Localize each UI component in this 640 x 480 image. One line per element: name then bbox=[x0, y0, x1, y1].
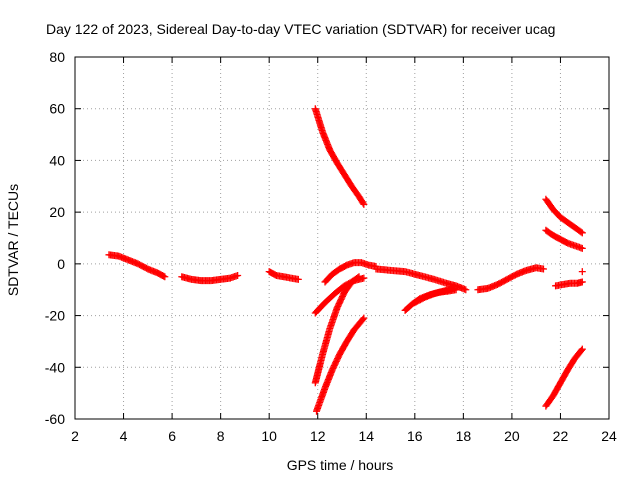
series-arc-8 bbox=[313, 314, 368, 415]
series-arc-7 bbox=[311, 273, 363, 387]
y-tick-label: 20 bbox=[49, 204, 65, 220]
y-tick-label: 0 bbox=[57, 256, 65, 272]
x-tick-label: 12 bbox=[310, 428, 326, 444]
y-axis-label: SDTVAR / TECUs bbox=[5, 184, 21, 296]
data-point-marker bbox=[578, 345, 586, 353]
series-arc-11 bbox=[411, 284, 458, 307]
series-arc-12 bbox=[474, 264, 547, 294]
data-point-marker bbox=[539, 265, 547, 273]
y-tick-label: 60 bbox=[49, 101, 65, 117]
x-tick-label: 14 bbox=[358, 428, 374, 444]
data-point-marker bbox=[359, 199, 367, 207]
series-arc-2 bbox=[178, 271, 242, 285]
data-point-marker bbox=[578, 244, 586, 252]
data-point-marker bbox=[577, 346, 585, 354]
data-point-marker bbox=[294, 275, 302, 283]
series-arc-1 bbox=[105, 251, 169, 281]
x-tick-label: 16 bbox=[407, 428, 423, 444]
series-arc-9 bbox=[372, 265, 470, 294]
x-tick-label: 10 bbox=[261, 428, 277, 444]
data-point-marker bbox=[578, 229, 586, 237]
x-tick-label: 4 bbox=[120, 428, 128, 444]
data-point-marker bbox=[360, 200, 368, 208]
data-point-marker bbox=[578, 278, 586, 286]
series-arc-3 bbox=[265, 268, 302, 283]
y-tick-label: 40 bbox=[49, 152, 65, 168]
series-arc-5 bbox=[321, 259, 380, 286]
x-tick-label: 2 bbox=[71, 428, 79, 444]
data-point-marker bbox=[360, 314, 368, 322]
data-point-marker bbox=[354, 274, 362, 282]
data-point-marker bbox=[462, 286, 470, 294]
series-arc-17 bbox=[542, 345, 586, 410]
data-point-marker bbox=[578, 268, 586, 276]
x-tick-label: 22 bbox=[553, 428, 569, 444]
data-points bbox=[105, 105, 586, 415]
data-point-marker bbox=[355, 273, 363, 281]
x-tick-label: 20 bbox=[504, 428, 520, 444]
series-arc-14 bbox=[542, 226, 586, 252]
plot-frame bbox=[74, 56, 610, 420]
series-arc-15 bbox=[552, 278, 586, 290]
chart-title: Day 122 of 2023, Sidereal Day-to-day VTE… bbox=[46, 21, 555, 37]
grid-lines bbox=[75, 57, 609, 419]
y-tick-label: -40 bbox=[45, 359, 65, 375]
series-arc-13 bbox=[542, 195, 586, 237]
data-point-marker bbox=[234, 271, 242, 279]
series-arc-16 bbox=[578, 268, 586, 276]
y-tick-label: -60 bbox=[45, 411, 65, 427]
data-point-marker bbox=[450, 284, 458, 292]
y-tick-label: 80 bbox=[49, 49, 65, 65]
x-tick-label: 6 bbox=[168, 428, 176, 444]
data-point-marker bbox=[360, 274, 368, 282]
x-tick-label: 18 bbox=[456, 428, 472, 444]
x-axis-label: GPS time / hours bbox=[287, 457, 394, 473]
y-tick-label: -20 bbox=[45, 308, 65, 324]
data-point-marker bbox=[577, 228, 585, 236]
data-point-marker bbox=[359, 315, 367, 323]
x-tick-label: 8 bbox=[217, 428, 225, 444]
series-arc-4 bbox=[311, 105, 368, 208]
data-point-marker bbox=[161, 273, 169, 281]
x-tick-label: 24 bbox=[601, 428, 617, 444]
